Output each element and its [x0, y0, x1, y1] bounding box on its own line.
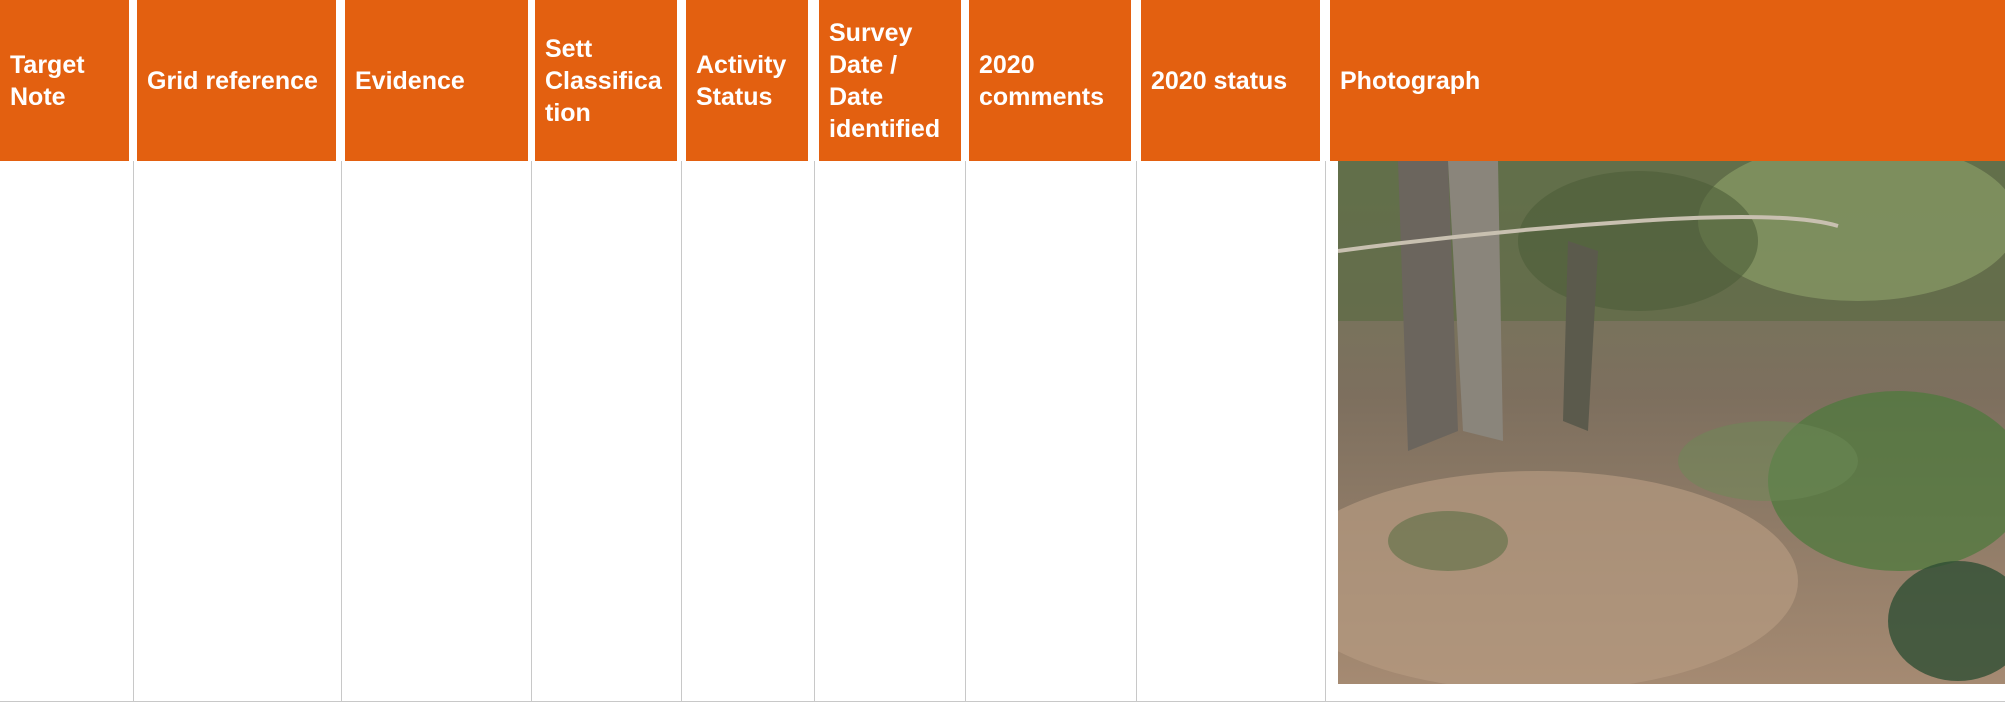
column-border [965, 161, 966, 702]
column-border [681, 161, 682, 702]
header-cell: Sett Classification [535, 0, 677, 161]
header-text: Grid reference [147, 65, 318, 97]
column-border [531, 161, 532, 702]
row-border [0, 701, 2005, 702]
column-border [133, 161, 134, 702]
header-cell: 2020 status [1141, 0, 1320, 161]
header-text: Photograph [1340, 65, 1480, 97]
photograph [1338, 161, 2005, 684]
column-border [341, 161, 342, 702]
header-cell: 2020 comments [969, 0, 1131, 161]
page: Target Note Grid reference Evidence Sett Cl… [0, 0, 2005, 703]
header-cell: Target Note [0, 0, 129, 161]
header-text: Survey Date / Date identified [829, 17, 951, 145]
header-text: Sett Classification [545, 33, 665, 129]
header-cell: Photograph [1330, 0, 2005, 161]
column-border [1136, 161, 1137, 702]
header-cell: Survey Date / Date identified [819, 0, 961, 161]
header-cell: Activity Status [686, 0, 808, 161]
column-border [814, 161, 815, 702]
header-text: Evidence [355, 65, 465, 97]
header-text: 2020 comments [979, 49, 1121, 113]
header-text: Activity Status [696, 49, 798, 113]
header-cell: Evidence [345, 0, 528, 161]
column-border [1325, 161, 1326, 702]
header-text: 2020 status [1151, 65, 1287, 97]
header-text: Target Note [10, 49, 119, 113]
header-cell: Grid reference [137, 0, 336, 161]
